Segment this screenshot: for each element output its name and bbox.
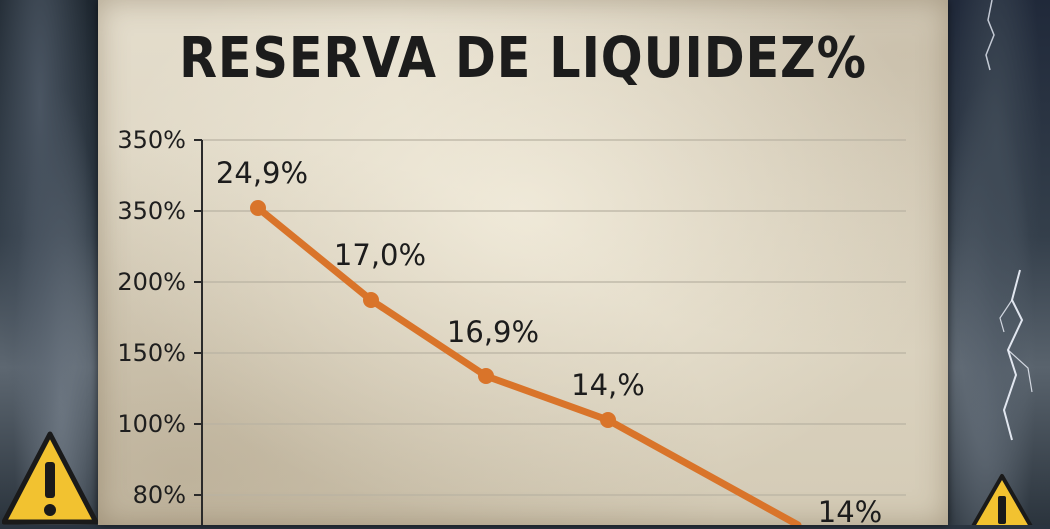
- data-label: 24,9%: [216, 156, 308, 190]
- data-point: [363, 292, 379, 308]
- data-point: [478, 368, 494, 384]
- data-points: [250, 200, 616, 428]
- data-label: 14,%: [571, 368, 645, 402]
- y-tick-label: 150%: [117, 339, 186, 367]
- chart-grid: [194, 139, 906, 496]
- data-point: [250, 200, 266, 216]
- y-tick-label: 200%: [117, 268, 186, 296]
- y-tick-label: 80%: [133, 481, 186, 509]
- data-label: 16,9%: [447, 315, 539, 349]
- data-label: 14%: [818, 495, 882, 525]
- y-tick-label: 350%: [117, 197, 186, 225]
- data-point: [600, 412, 616, 428]
- warning-triangle-icon: [2, 431, 98, 525]
- lightning-icon: [985, 0, 1033, 441]
- storm-background-right: [942, 0, 1050, 525]
- data-label: 17,0%: [334, 238, 426, 272]
- y-axis-ticks: 350% 350% 200% 150% 100% 80%: [117, 126, 186, 509]
- y-tick-label: 100%: [117, 410, 186, 438]
- line-chart: 350% 350% 200% 150% 100% 80% 24,9% 17,0% 16,9% 1…: [117, 126, 906, 525]
- paper-chart-sheet: RESERVA DE LIQUIDEZ% 350% 350% 200% 150% 100…: [98, 0, 948, 525]
- y-tick-label: 350%: [117, 126, 186, 154]
- chart-title: RESERVA DE LIQUIDEZ%: [179, 26, 867, 91]
- data-labels: 24,9% 17,0% 16,9% 14,% 14%: [216, 156, 882, 525]
- warning-triangle-icon-right: [971, 474, 1033, 525]
